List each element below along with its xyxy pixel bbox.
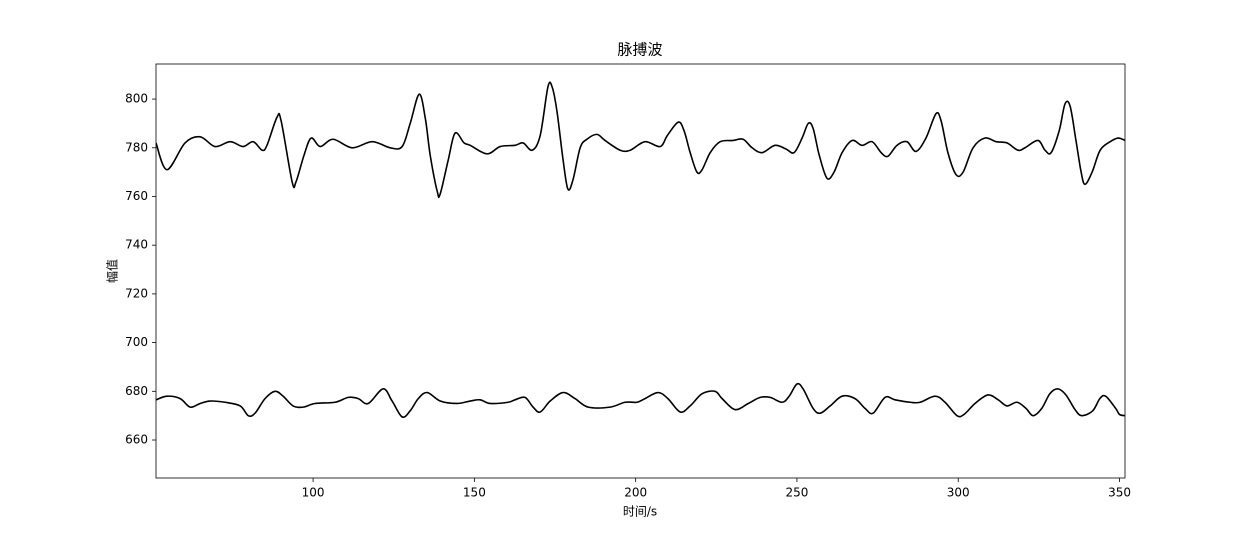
x-tick-label: 150: [463, 486, 486, 500]
x-tick-label: 350: [1108, 486, 1131, 500]
y-axis-label: 幅值: [105, 259, 120, 283]
line-series: [156, 382, 1125, 418]
y-tick-label: 780: [125, 140, 148, 154]
line-series: [156, 81, 1125, 199]
y-tick-label: 700: [125, 335, 148, 349]
x-tick-label: 250: [785, 486, 808, 500]
x-tick-label: 200: [624, 486, 647, 500]
x-tick-label: 300: [947, 486, 970, 500]
y-tick-label: 800: [125, 92, 148, 106]
x-axis-label: 时间/s: [623, 505, 657, 519]
y-tick-label: 760: [125, 189, 148, 203]
y-tick-label: 740: [125, 238, 148, 252]
chart-title: 脉搏波: [617, 41, 662, 59]
plot-frame: [155, 63, 1126, 479]
y-tick-label: 720: [125, 286, 148, 300]
x-tick-label: 100: [302, 486, 325, 500]
y-tick-label: 660: [125, 433, 148, 447]
y-tick-label: 680: [125, 384, 148, 398]
